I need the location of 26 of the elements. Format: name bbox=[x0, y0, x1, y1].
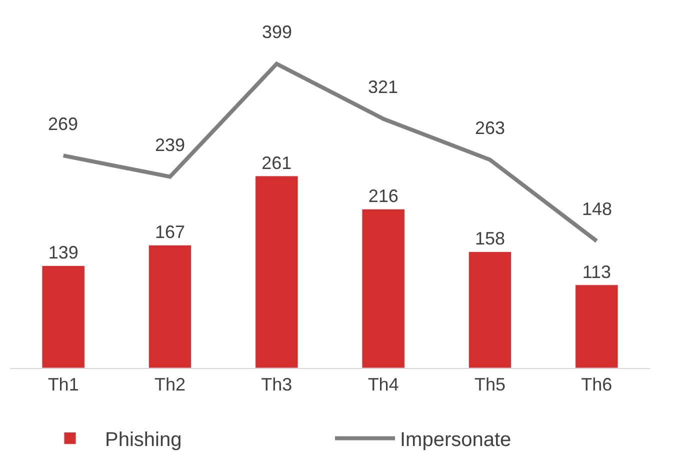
bar bbox=[575, 284, 618, 368]
data-label: 261 bbox=[262, 152, 292, 173]
data-label: 113 bbox=[582, 262, 612, 282]
bar bbox=[362, 208, 405, 368]
bar bbox=[148, 244, 192, 368]
data-label: 139 bbox=[48, 242, 78, 263]
data-label: 239 bbox=[155, 135, 186, 155]
data-label: 216 bbox=[368, 186, 398, 206]
legend-label: Phishing bbox=[105, 429, 182, 451]
bar bbox=[468, 251, 512, 368]
legend-label: Impersonate bbox=[400, 429, 512, 451]
x-tick-label: Th6 bbox=[581, 374, 612, 395]
data-label: 148 bbox=[582, 199, 612, 219]
data-label: 269 bbox=[48, 114, 78, 134]
data-label: 263 bbox=[475, 118, 506, 138]
x-tick-label: Th3 bbox=[261, 374, 292, 395]
bar bbox=[255, 176, 298, 368]
data-label: 321 bbox=[368, 77, 398, 97]
data-label: 158 bbox=[474, 228, 506, 249]
x-tick-label: Th4 bbox=[368, 374, 399, 395]
x-tick-label: Th2 bbox=[154, 374, 186, 395]
x-tick-label: Th5 bbox=[474, 374, 506, 395]
data-label: 167 bbox=[154, 222, 186, 242]
x-tick-label: Th1 bbox=[48, 374, 79, 395]
bar bbox=[42, 265, 85, 368]
data-label: 399 bbox=[262, 22, 292, 42]
